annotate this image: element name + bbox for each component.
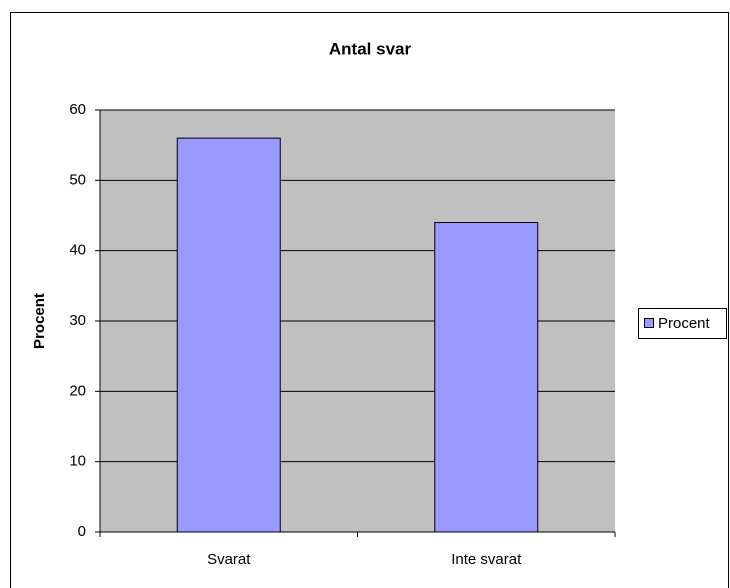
y-tick-label: 60: [69, 101, 86, 118]
legend-label: Procent: [658, 315, 711, 332]
y-tick-label: 20: [69, 382, 86, 399]
bar: [176, 137, 281, 533]
y-tick-label: 50: [69, 171, 86, 188]
y-tick-label: 10: [69, 453, 86, 470]
bar: [434, 222, 539, 533]
x-tick-label: Svarat: [207, 551, 251, 568]
x-tick-label: Inte svarat: [451, 551, 522, 568]
y-axis-label: Procent: [31, 293, 48, 349]
chart-title: Antal svar: [329, 39, 412, 58]
legend-swatch: [644, 318, 654, 328]
y-tick-label: 0: [78, 523, 86, 540]
y-tick-label: 30: [69, 312, 86, 329]
y-tick-label: 40: [69, 242, 86, 259]
